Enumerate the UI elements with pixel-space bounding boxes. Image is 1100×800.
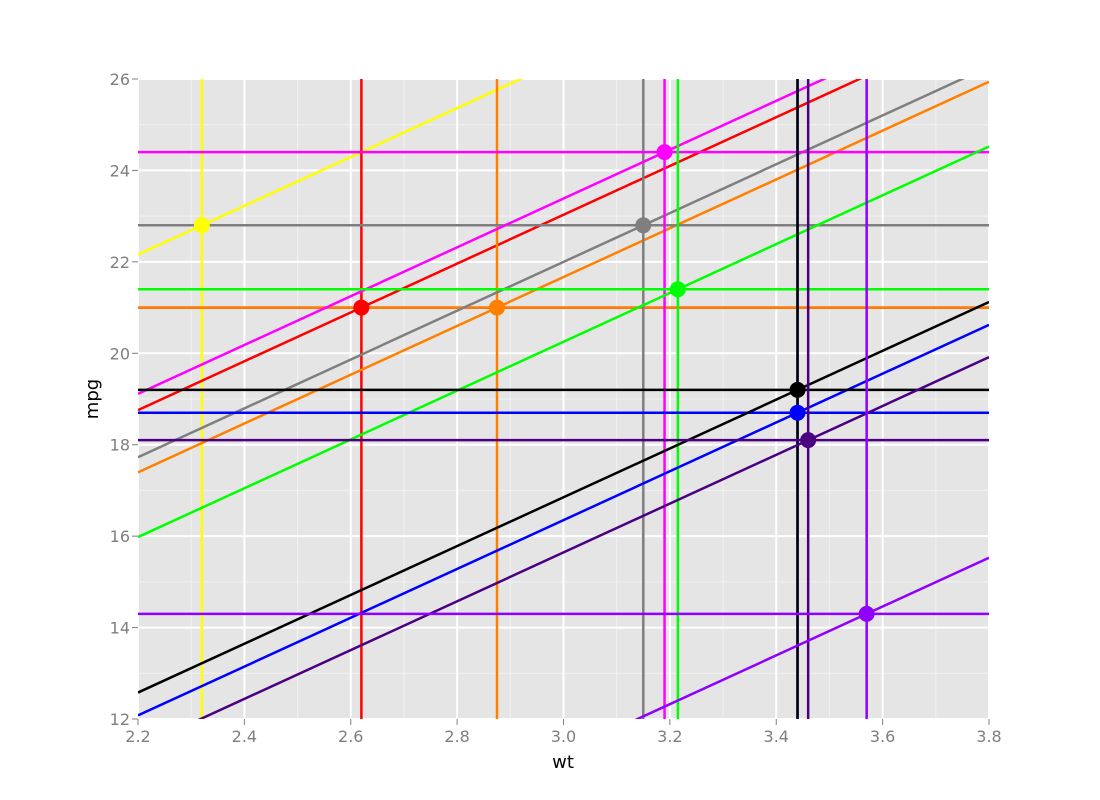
data-point bbox=[194, 217, 210, 233]
y-tick-label: 24 bbox=[110, 161, 130, 180]
y-tick-label: 22 bbox=[110, 253, 130, 272]
data-point bbox=[635, 217, 651, 233]
x-tick-label: 3.0 bbox=[551, 727, 576, 746]
y-tick-label: 16 bbox=[110, 527, 130, 546]
x-tick-label: 3.4 bbox=[764, 727, 789, 746]
y-tick-label: 14 bbox=[110, 619, 130, 638]
data-point bbox=[859, 606, 875, 622]
data-point bbox=[790, 405, 806, 421]
data-point bbox=[657, 144, 673, 160]
x-tick-label: 2.8 bbox=[444, 727, 469, 746]
y-tick-label: 20 bbox=[110, 344, 130, 363]
y-axis: 12 14 16 18 20 22 24 26 bbox=[110, 70, 138, 729]
data-point bbox=[800, 432, 816, 448]
x-tick-label: 3.2 bbox=[657, 727, 682, 746]
x-tick-label: 3.6 bbox=[870, 727, 895, 746]
x-axis: 2.2 2.4 2.6 2.8 3.0 3.2 3.4 3.6 3.8 bbox=[125, 719, 1001, 746]
data-point bbox=[670, 281, 686, 297]
x-tick-label: 2.4 bbox=[232, 727, 257, 746]
data-point bbox=[489, 300, 505, 316]
x-axis-title: wt bbox=[552, 752, 574, 773]
y-tick-label: 26 bbox=[110, 70, 130, 89]
y-axis-title: mpg bbox=[82, 379, 103, 419]
data-point bbox=[790, 382, 806, 398]
x-tick-label: 3.8 bbox=[976, 727, 1001, 746]
data-point bbox=[353, 300, 369, 316]
x-tick-label: 2.2 bbox=[125, 727, 150, 746]
y-tick-label: 18 bbox=[110, 436, 130, 455]
y-tick-label: 12 bbox=[110, 710, 130, 729]
x-tick-label: 2.6 bbox=[338, 727, 363, 746]
